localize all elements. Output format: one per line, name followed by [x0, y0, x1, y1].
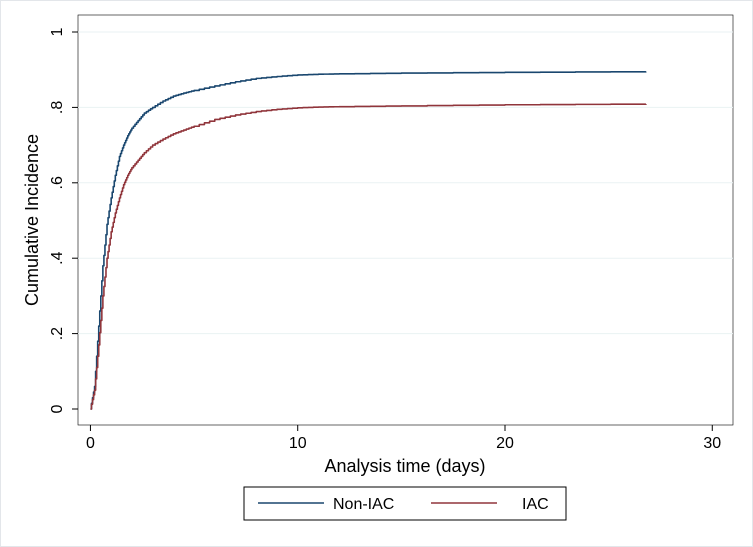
y-tick-label: .2 [49, 327, 66, 340]
x-tick-label: 30 [703, 435, 721, 452]
y-tick-label: .6 [49, 176, 66, 189]
x-tick-label: 10 [289, 435, 307, 452]
y-tick-label: .4 [49, 251, 66, 264]
gridlines [78, 31, 733, 335]
y-tick-label: 1 [49, 27, 66, 36]
legend-label-iac: IAC [522, 496, 549, 513]
legend-label-non-iac: Non-IAC [333, 496, 394, 513]
series-lines [90, 70, 647, 410]
series-line-iac [90, 103, 647, 410]
x-tick-label: 20 [496, 435, 514, 452]
plot-area [77, 14, 734, 426]
x-axis-title: Analysis time (days) [324, 456, 485, 476]
series-line-non-iac [90, 70, 647, 410]
y-tick-label: .8 [49, 101, 66, 114]
y-tick-label: 0 [49, 404, 66, 413]
y-axis-title: Cumulative Incidence [22, 134, 42, 306]
axes: 0.2.4.6.810 10 20 30 [49, 27, 721, 452]
legend: Non-IAC IAC [243, 486, 567, 521]
x-tick-label: 0 [86, 435, 95, 452]
